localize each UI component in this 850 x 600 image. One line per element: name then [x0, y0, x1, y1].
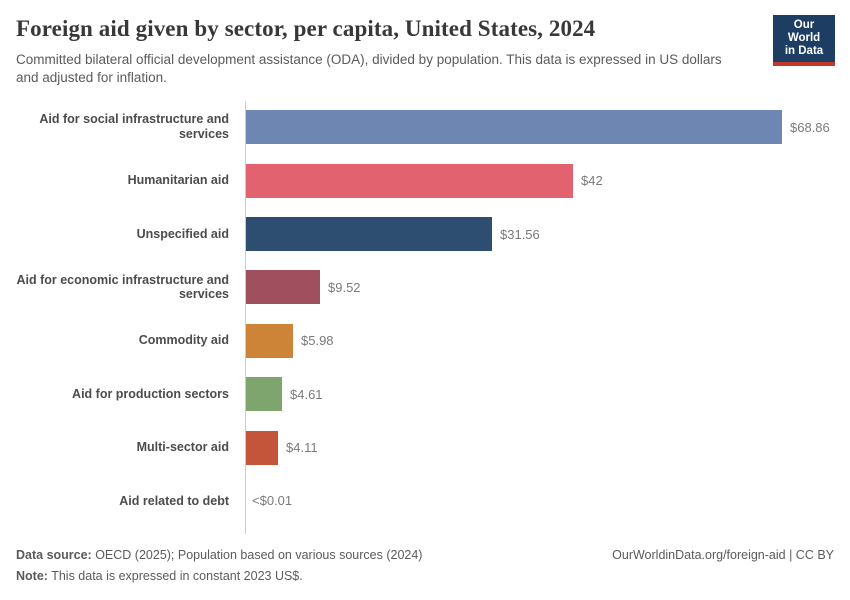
- bar[interactable]: [246, 270, 320, 305]
- bar-plot-area: $4.61: [245, 367, 834, 421]
- bar-value-label: $5.98: [301, 333, 334, 349]
- bar-chart: Aid for social infrastructure and servic…: [16, 100, 834, 534]
- category-label: Humanitarian aid: [127, 173, 229, 188]
- category-label: Aid for economic infrastructure and serv…: [16, 272, 229, 302]
- bar-row: Aid for social infrastructure and servic…: [16, 100, 834, 154]
- bar[interactable]: [246, 217, 492, 251]
- bar-value-label: $42: [581, 173, 603, 189]
- owid-logo-line2: in Data: [784, 45, 824, 58]
- owid-logo[interactable]: Our World in Data: [773, 15, 835, 66]
- bar-value-label: $31.56: [500, 226, 540, 242]
- bar-plot-area: $31.56: [245, 207, 834, 261]
- footer-link[interactable]: OurWorldinData.org/foreign-aid | CC BY: [612, 548, 834, 562]
- bar-row: Unspecified aid $31.56: [16, 207, 834, 261]
- note-label: Note:: [16, 569, 48, 584]
- category-label: Aid for production sectors: [72, 386, 229, 401]
- category-label: Multi-sector aid: [136, 440, 229, 455]
- bar-plot-area: $68.86: [245, 100, 834, 154]
- category-label: Unspecified aid: [136, 226, 229, 241]
- bar-row: Commodity aid $5.98: [16, 314, 834, 368]
- chart-subtitle: Committed bilateral official development…: [16, 52, 722, 85]
- chart-header: Foreign aid given by sector, per capita,…: [0, 0, 850, 87]
- footer-source-note: Data source: OECD (2025); Population bas…: [16, 545, 422, 588]
- bar-plot-area: $4.11: [245, 420, 834, 475]
- data-source-line: Data source: OECD (2025); Population bas…: [16, 545, 422, 566]
- note-text: This data is expressed in constant 2023 …: [47, 569, 303, 584]
- bar[interactable]: [246, 323, 293, 358]
- bar-plot-area: $9.52: [245, 260, 834, 315]
- note-line: Note: This data is expressed in constant…: [16, 566, 422, 587]
- bar-plot-area: $42: [245, 153, 834, 208]
- chart-footer: Data source: OECD (2025); Population bas…: [16, 545, 834, 588]
- bar-row: Aid for economic infrastructure and serv…: [16, 260, 834, 315]
- category-label: Commodity aid: [138, 333, 229, 348]
- bar-value-label: <$0.01: [252, 493, 293, 509]
- data-source-label: Data source:: [16, 548, 92, 562]
- bar[interactable]: [246, 110, 782, 145]
- category-label: Aid related to debt: [119, 493, 229, 508]
- bar-plot-area: <$0.01: [245, 474, 834, 528]
- bar-row: Aid related to debt <$0.01: [16, 474, 834, 528]
- bar-value-label: $4.61: [290, 386, 323, 402]
- bar-value-label: $9.52: [328, 279, 361, 295]
- bar[interactable]: [246, 163, 573, 198]
- bar[interactable]: [246, 377, 282, 412]
- chart-title: Foreign aid given by sector, per capita,…: [16, 16, 596, 41]
- data-source-text: OECD (2025); Population based on various…: [91, 548, 423, 562]
- category-label: Aid for social infrastructure and servic…: [39, 112, 229, 142]
- bar-row: Multi-sector aid $4.11: [16, 420, 834, 475]
- owid-logo-line1: Our World: [787, 19, 821, 45]
- bar-plot-area: $5.98: [245, 314, 834, 368]
- bar-value-label: $4.11: [286, 440, 318, 456]
- bar-row: Humanitarian aid $42: [16, 153, 834, 208]
- bar[interactable]: [246, 430, 278, 465]
- bar-row: Aid for production sectors $4.61: [16, 367, 834, 421]
- bar-value-label: $68.86: [790, 119, 830, 135]
- axis-line-tail: [245, 527, 246, 534]
